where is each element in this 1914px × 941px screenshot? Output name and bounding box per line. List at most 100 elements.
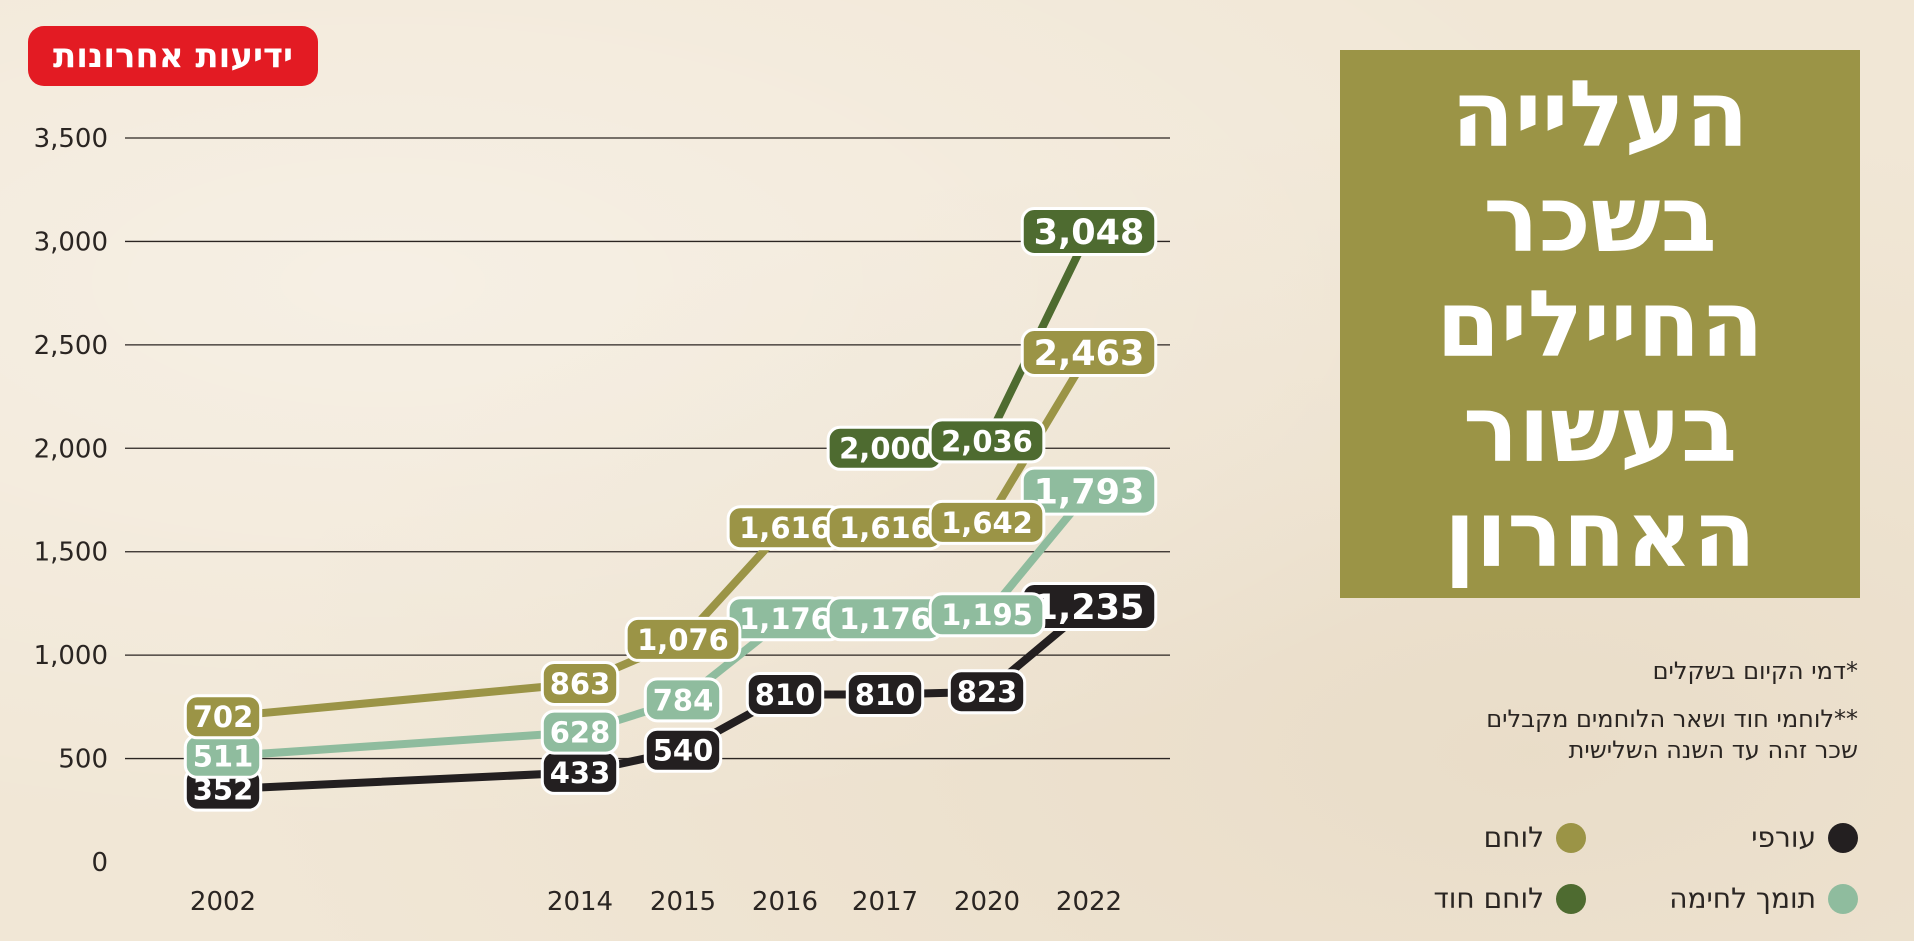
data-label-badge [928, 418, 1046, 464]
x-tick-label: 2022 [1056, 887, 1122, 917]
footnote-line: **לוחמי חוד ושאר הלוחמים מקבלים [1486, 705, 1858, 733]
data-label-text: 810 [755, 678, 816, 712]
data-label: 628 [540, 709, 620, 755]
data-label-text: 823 [957, 675, 1018, 709]
legend-swatch [1828, 822, 1858, 853]
data-label-text: 863 [550, 667, 611, 701]
y-tick-label: 1,500 [34, 538, 108, 568]
legend-label: לוחם חוד [1433, 882, 1544, 915]
y-tick-label: 2,500 [34, 331, 108, 361]
data-label-text: 1,195 [941, 598, 1033, 632]
x-tick-label: 2014 [547, 887, 613, 917]
y-tick-label: 1,000 [34, 641, 108, 671]
data-label-badge [540, 709, 620, 755]
legend-item-combat-support: תומך לחימה [1669, 882, 1858, 915]
data-label-badge [947, 669, 1027, 715]
footnote-frontline: **לוחמי חוד ושאר הלוחמים מקבלים שכר זהה … [1486, 704, 1858, 766]
footnote-currency: *דמי הקיום בשקלים [1652, 657, 1858, 685]
x-tick-label: 2016 [752, 887, 818, 917]
title-line: בשכר [1483, 165, 1717, 273]
newspaper-logo: ידיעות אחרונות [28, 26, 318, 86]
legend-label: תומך לחימה [1669, 882, 1816, 915]
data-label-text: 1,793 [1034, 473, 1145, 513]
data-label-text: 2,000 [839, 432, 931, 466]
data-label: 823 [947, 669, 1027, 715]
data-label: 1,235 [1020, 582, 1158, 632]
data-label: 1,793 [1020, 466, 1158, 516]
title-line: האחרון [1444, 480, 1756, 588]
chart-title-box: העלייה בשכר החיילים בעשור האחרון [1340, 50, 1860, 598]
data-label-text: 1,235 [1034, 588, 1145, 628]
data-label-text: 1,176 [839, 602, 931, 636]
data-label: 1,195 [928, 592, 1046, 638]
data-label: 1,616 [726, 505, 844, 551]
data-label-badge [1020, 328, 1158, 378]
data-label-text: 1,616 [739, 511, 831, 545]
data-label-text: 1,616 [839, 511, 931, 545]
data-label: 2,036 [928, 418, 1046, 464]
data-label: 1,176 [726, 596, 844, 642]
legend-swatch [1556, 883, 1586, 914]
y-tick-label: 2,000 [34, 434, 108, 464]
data-label-badge [1020, 466, 1158, 516]
y-tick-label: 3,000 [34, 227, 108, 257]
data-label: 784 [643, 677, 723, 723]
data-label-text: 2,036 [941, 424, 1033, 458]
logo-text: ידיעות אחרונות [53, 36, 293, 76]
data-label-text: 2,463 [1034, 334, 1145, 374]
data-label: 2,463 [1020, 328, 1158, 378]
data-label: 863 [540, 660, 620, 706]
data-label-badge [928, 592, 1046, 638]
data-label: 3,048 [1020, 206, 1158, 256]
data-label-text: 511 [193, 740, 254, 774]
y-tick-label: 0 [91, 848, 108, 878]
legend-label: לוחם [1483, 821, 1544, 854]
data-label-badge [928, 499, 1046, 545]
data-label-badge [624, 616, 742, 662]
data-label: 810 [745, 671, 825, 717]
data-label-text: 810 [855, 678, 916, 712]
data-label: 702 [183, 694, 263, 740]
data-label: 810 [845, 671, 925, 717]
data-label-badge [183, 694, 263, 740]
x-tick-label: 2015 [650, 887, 716, 917]
legend-item-combat: לוחם [1484, 821, 1586, 854]
legend-swatch [1828, 883, 1858, 914]
data-label: 540 [643, 727, 723, 773]
x-tick-label: 2020 [954, 887, 1020, 917]
footnote-line: שכר זהה עד השנה השלישית [1568, 736, 1858, 764]
title-line: החיילים [1436, 270, 1764, 378]
data-label: 511 [183, 733, 263, 779]
data-label-text: 1,642 [941, 506, 1033, 540]
legend-item-spearhead: לוחם חוד [1433, 882, 1586, 915]
legend-swatch [1556, 822, 1586, 853]
legend-item-rear: עורפי [1751, 821, 1858, 854]
data-label-text: 784 [653, 683, 714, 717]
data-label-text: 540 [653, 734, 714, 768]
y-tick-label: 3,500 [34, 124, 108, 154]
data-label: 1,176 [826, 596, 944, 642]
data-label: 2,000 [826, 425, 944, 471]
data-label-badge [643, 727, 723, 773]
legend-label: עורפי [1751, 821, 1816, 854]
data-label-badge [540, 660, 620, 706]
data-label-text: 433 [550, 756, 611, 790]
data-label-badge [1020, 206, 1158, 256]
data-label: 1,616 [826, 505, 944, 551]
data-label: 433 [540, 749, 620, 795]
x-tick-label: 2017 [852, 887, 918, 917]
data-label-text: 1,176 [739, 602, 831, 636]
data-label-text: 3,048 [1034, 213, 1145, 253]
title-line: העלייה [1451, 60, 1749, 168]
data-label-badge [745, 671, 825, 717]
title-line: בעשור [1462, 375, 1738, 483]
data-label-text: 702 [193, 700, 254, 734]
y-tick-label: 500 [58, 745, 108, 775]
data-label-badge [845, 671, 925, 717]
data-label: 1,076 [624, 616, 742, 662]
x-tick-label: 2002 [190, 887, 256, 917]
data-label-text: 1,076 [637, 623, 729, 657]
data-label: 1,642 [928, 499, 1046, 545]
data-label-badge [643, 677, 723, 723]
